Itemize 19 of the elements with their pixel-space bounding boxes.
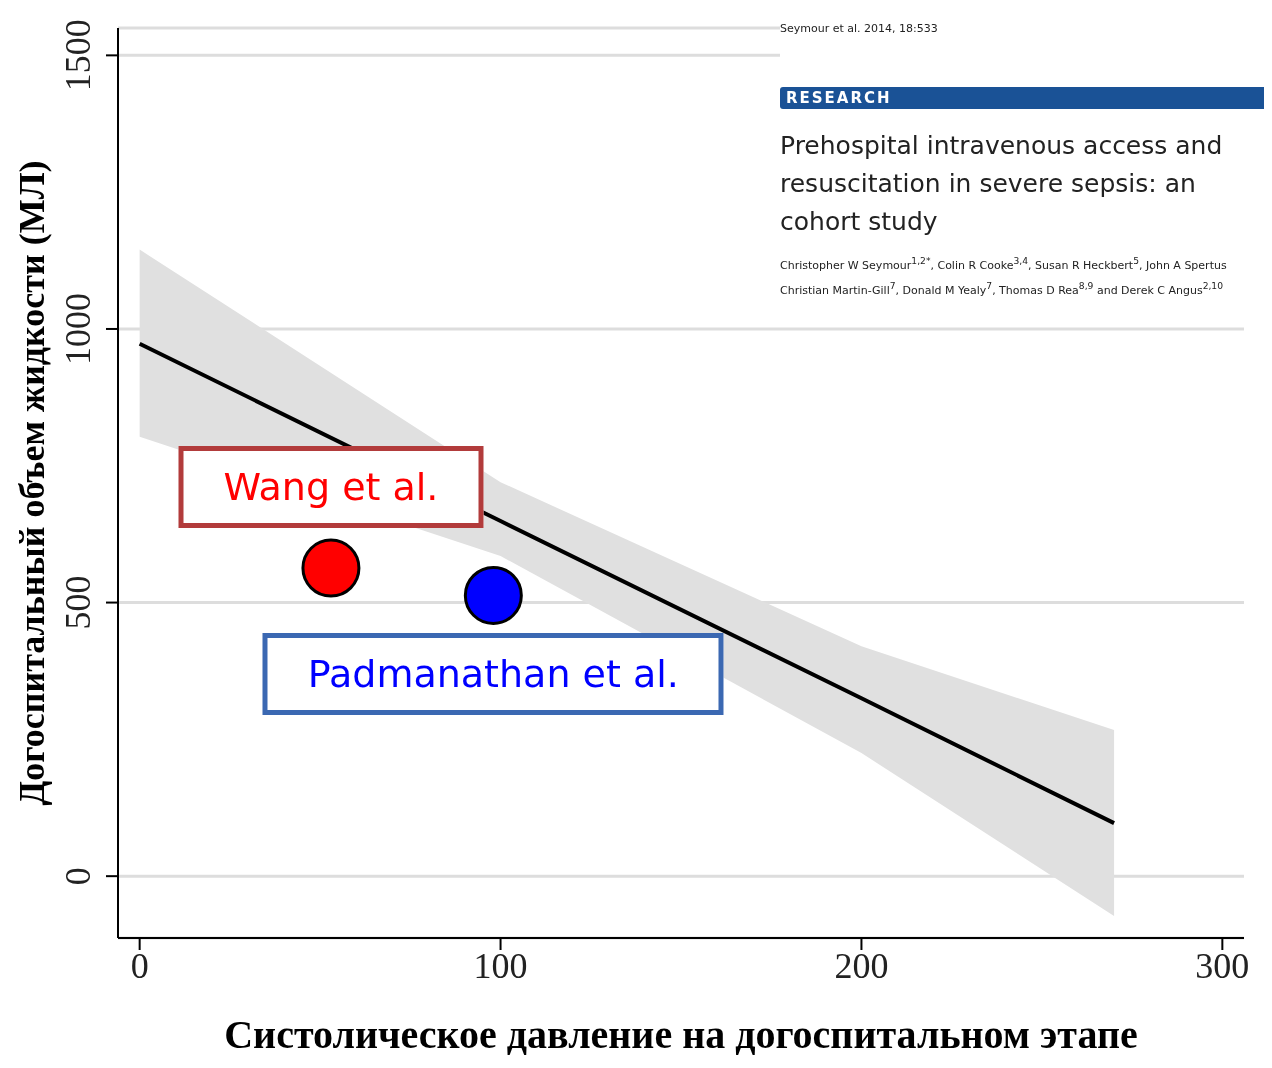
series-label: Wang et al.: [178, 446, 484, 529]
x-axis-title: Систолическое давление на догоспитальном этапе: [224, 1012, 1138, 1057]
header-banner: RESEARCH: [780, 87, 1264, 109]
annotation: Christopher W Seymour$^{1,2*}$, Colin R Cooke$^{3,4}$, Susan R Heckbert$^{5}$, John A Spertus: [780, 254, 1228, 274]
series-label: Padmanathan et al.: [262, 633, 724, 716]
y-tick-label: 1000: [58, 292, 98, 365]
x-tick-label: 300: [1195, 945, 1250, 986]
annotation: Seymour et al. 2014, 18:533: [780, 22, 939, 35]
y-axis-title: Догоспитальный объем жидкости (МЛ): [12, 160, 52, 806]
x-tick-label: 100: [473, 945, 528, 986]
annotation: Prehospital intravenous access and: [780, 130, 1224, 162]
y-tick-label: 0: [58, 867, 98, 886]
x-tick-label: 0: [130, 945, 149, 986]
x-tick-label: 200: [834, 945, 889, 986]
y-tick-label: 500: [58, 575, 98, 630]
annotation: Christian Martin-Gill$^{7}$, Donald M Yealy$^{7}$, Thomas D Rea$^{8,9}$ and Derek C Angus$^{2,10}$: [780, 278, 1224, 299]
annotation: cohort study: [780, 206, 939, 238]
y-tick-label: 1500: [58, 19, 98, 92]
annotation: resuscitation in severe sepsis: an: [780, 168, 1197, 200]
